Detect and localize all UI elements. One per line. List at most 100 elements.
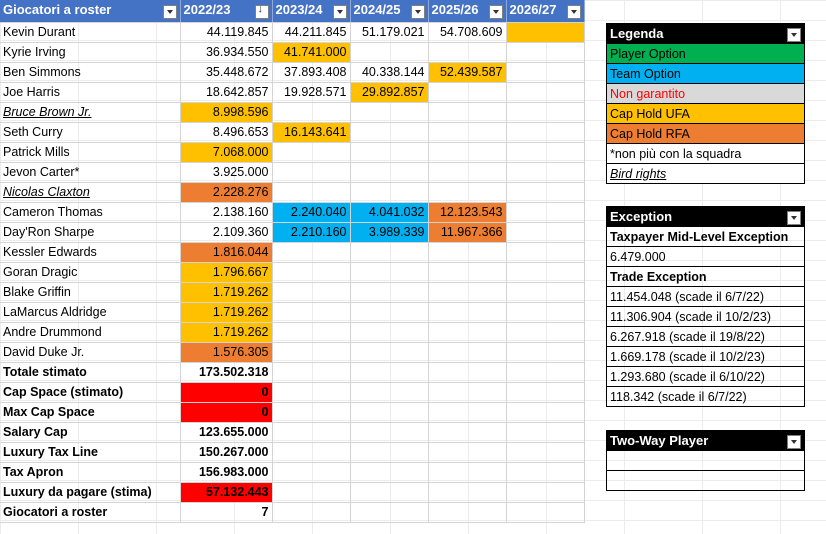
filter-dropdown-icon[interactable] [410, 5, 425, 20]
salary-cell[interactable] [350, 242, 429, 263]
salary-cell[interactable] [506, 22, 585, 43]
exception-item[interactable]: 1.669.178 (scade il 10/2/23) [606, 346, 805, 367]
total-label-cell[interactable]: Totale stimato [0, 362, 181, 383]
empty-cell[interactable] [428, 502, 507, 523]
salary-cell[interactable] [506, 182, 585, 203]
salary-cell[interactable]: 44.119.845 [180, 22, 273, 43]
legend-item[interactable]: Player Option [606, 43, 805, 64]
filter-dropdown-icon[interactable] [488, 5, 503, 20]
salary-cell[interactable] [350, 282, 429, 303]
salary-cell[interactable]: 41.741.000 [272, 42, 351, 63]
salary-cell[interactable]: 51.179.021 [350, 22, 429, 43]
salary-cell[interactable] [428, 82, 507, 103]
empty-cell[interactable] [350, 422, 429, 443]
salary-cell[interactable]: 11.967.366 [428, 222, 507, 243]
total-value-cell[interactable]: 150.267.000 [180, 442, 273, 463]
player-name-cell[interactable]: Bruce Brown Jr. [0, 102, 181, 123]
filter-dropdown-icon[interactable] [566, 5, 581, 20]
column-header-5[interactable]: 2026/27 [506, 0, 585, 23]
salary-cell[interactable] [272, 242, 351, 263]
salary-cell[interactable]: 44.211.845 [272, 22, 351, 43]
salary-cell[interactable]: 8.998.596 [180, 102, 273, 123]
player-name-cell[interactable]: Seth Curry [0, 122, 181, 143]
salary-cell[interactable]: 29.892.857 [350, 82, 429, 103]
empty-cell[interactable] [272, 362, 351, 383]
salary-cell[interactable]: 16.143.641 [272, 122, 351, 143]
salary-cell[interactable]: 1.719.262 [180, 282, 273, 303]
salary-cell[interactable]: 1.719.262 [180, 322, 273, 343]
salary-cell[interactable]: 4.041.032 [350, 202, 429, 223]
salary-cell[interactable] [350, 182, 429, 203]
empty-cell[interactable] [272, 382, 351, 403]
salary-cell[interactable] [272, 142, 351, 163]
salary-cell[interactable] [506, 342, 585, 363]
empty-cell[interactable] [272, 442, 351, 463]
total-value-cell[interactable]: 173.502.318 [180, 362, 273, 383]
player-name-cell[interactable]: Kyrie Irving [0, 42, 181, 63]
empty-cell[interactable] [506, 502, 585, 523]
salary-cell[interactable]: 7.068.000 [180, 142, 273, 163]
salary-cell[interactable]: 18.642.857 [180, 82, 273, 103]
salary-cell[interactable]: 40.338.144 [350, 62, 429, 83]
total-label-cell[interactable]: Giocatori a roster [0, 502, 181, 523]
empty-cell[interactable] [272, 482, 351, 503]
salary-cell[interactable]: 2.109.360 [180, 222, 273, 243]
empty-cell[interactable] [350, 482, 429, 503]
player-name-cell[interactable]: Blake Griffin [0, 282, 181, 303]
sort-descending-icon[interactable] [254, 3, 269, 20]
total-value-cell[interactable]: 0 [180, 402, 273, 423]
total-value-cell[interactable]: 57.132.443 [180, 482, 273, 503]
empty-cell[interactable] [428, 482, 507, 503]
salary-cell[interactable] [428, 122, 507, 143]
empty-cell[interactable] [350, 442, 429, 463]
salary-cell[interactable]: 1.719.262 [180, 302, 273, 323]
salary-cell[interactable]: 8.496.653 [180, 122, 273, 143]
total-value-cell[interactable]: 123.655.000 [180, 422, 273, 443]
salary-cell[interactable] [272, 302, 351, 323]
total-label-cell[interactable]: Cap Space (stimato) [0, 382, 181, 403]
empty-cell[interactable] [272, 502, 351, 523]
legend-item[interactable]: Cap Hold UFA [606, 103, 805, 124]
legend-item[interactable]: Bird rights [606, 163, 805, 184]
exception-item[interactable]: 6.479.000 [606, 246, 805, 267]
two-way-item[interactable] [606, 450, 805, 471]
salary-cell[interactable]: 37.893.408 [272, 62, 351, 83]
two-way-item[interactable] [606, 470, 805, 491]
player-name-cell[interactable]: Cameron Thomas [0, 202, 181, 223]
empty-cell[interactable] [428, 362, 507, 383]
empty-cell[interactable] [506, 482, 585, 503]
filter-dropdown-icon[interactable] [787, 434, 801, 449]
exception-item[interactable]: 1.293.680 (scade il 6/10/22) [606, 366, 805, 387]
salary-cell[interactable] [506, 122, 585, 143]
empty-cell[interactable] [350, 402, 429, 423]
salary-cell[interactable]: 19.928.571 [272, 82, 351, 103]
salary-cell[interactable] [350, 342, 429, 363]
salary-cell[interactable] [506, 262, 585, 283]
empty-cell[interactable] [272, 462, 351, 483]
salary-cell[interactable] [428, 142, 507, 163]
column-header-3[interactable]: 2024/25 [350, 0, 429, 23]
salary-cell[interactable] [506, 242, 585, 263]
empty-cell[interactable] [272, 422, 351, 443]
salary-cell[interactable] [506, 282, 585, 303]
salary-cell[interactable] [272, 162, 351, 183]
salary-cell[interactable] [350, 302, 429, 323]
player-name-cell[interactable]: Day'Ron Sharpe [0, 222, 181, 243]
empty-cell[interactable] [272, 402, 351, 423]
salary-cell[interactable]: 52.439.587 [428, 62, 507, 83]
salary-cell[interactable] [506, 162, 585, 183]
total-label-cell[interactable]: Luxury Tax Line [0, 442, 181, 463]
salary-cell[interactable] [350, 142, 429, 163]
salary-cell[interactable] [272, 282, 351, 303]
player-name-cell[interactable]: Kevin Durant [0, 22, 181, 43]
salary-cell[interactable] [272, 262, 351, 283]
salary-cell[interactable] [506, 102, 585, 123]
column-header-1[interactable]: 2022/23 [180, 0, 273, 23]
salary-cell[interactable]: 3.925.000 [180, 162, 273, 183]
total-label-cell[interactable]: Luxury da pagare (stima) [0, 482, 181, 503]
salary-cell[interactable] [428, 262, 507, 283]
salary-cell[interactable]: 1.816.044 [180, 242, 273, 263]
salary-cell[interactable]: 1.796.667 [180, 262, 273, 283]
salary-cell[interactable]: 12.123.543 [428, 202, 507, 223]
salary-cell[interactable] [350, 262, 429, 283]
